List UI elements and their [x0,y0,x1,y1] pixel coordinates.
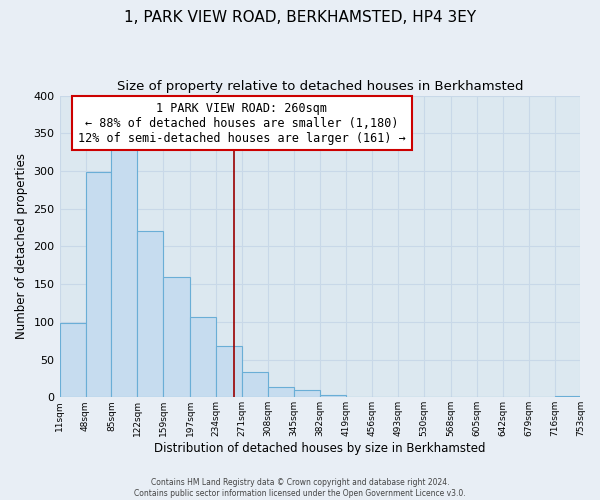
Bar [190,316,216,398]
Bar [554,396,581,398]
Bar [216,346,242,398]
Bar [86,172,112,398]
Y-axis label: Number of detached properties: Number of detached properties [15,154,28,340]
Bar [59,324,86,398]
Bar [137,232,163,398]
Title: Size of property relative to detached houses in Berkhamsted: Size of property relative to detached ho… [117,80,523,93]
Bar [294,390,320,398]
X-axis label: Distribution of detached houses by size in Berkhamsted: Distribution of detached houses by size … [154,442,486,455]
Bar [163,276,190,398]
Text: 1 PARK VIEW ROAD: 260sqm
← 88% of detached houses are smaller (1,180)
12% of sem: 1 PARK VIEW ROAD: 260sqm ← 88% of detach… [78,102,406,144]
Bar [112,148,137,398]
Bar [320,395,346,398]
Bar [346,396,372,398]
Bar [242,372,268,398]
Text: 1, PARK VIEW ROAD, BERKHAMSTED, HP4 3EY: 1, PARK VIEW ROAD, BERKHAMSTED, HP4 3EY [124,10,476,25]
Bar [268,386,294,398]
Text: Contains HM Land Registry data © Crown copyright and database right 2024.
Contai: Contains HM Land Registry data © Crown c… [134,478,466,498]
